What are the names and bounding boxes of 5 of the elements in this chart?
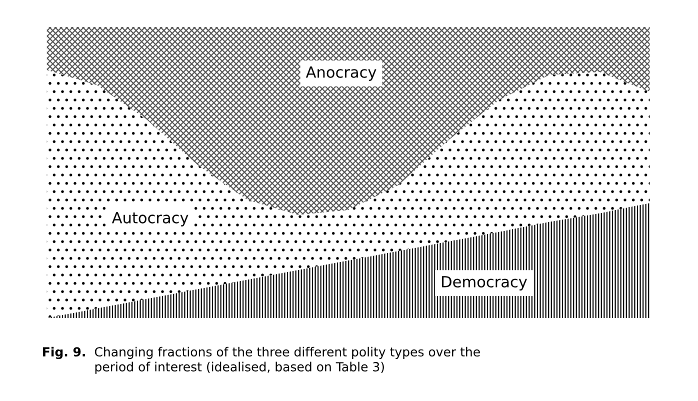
text: Changing fractions of the three different polity types over the period of interest (idealised, based on Table 3)	[94, 346, 480, 374]
series-label: Anocracy	[306, 66, 376, 81]
series-label: Democracy	[442, 276, 527, 290]
caption: Fig. 9.	[43, 346, 85, 360]
series-label: Autocracy	[112, 212, 188, 226]
